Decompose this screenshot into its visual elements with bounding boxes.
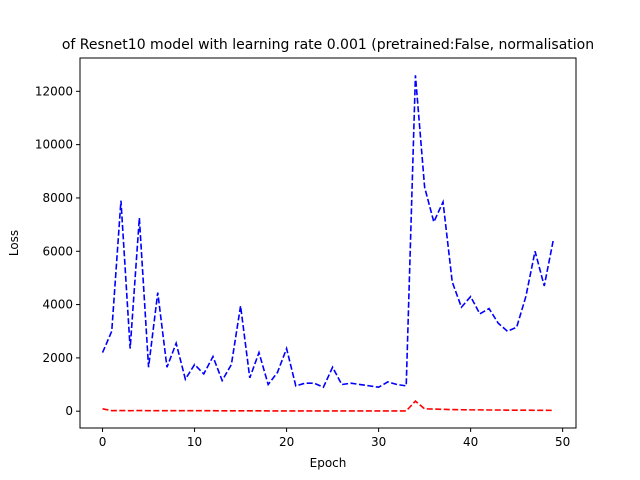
x-tick-label: 20 [279,435,294,449]
x-tick-label: 10 [187,435,202,449]
x-tick-label: 50 [555,435,570,449]
x-axis-label: Epoch [310,456,347,470]
y-axis-ticks: 0 2000 4000 6000 8000 10000 12000 [35,84,80,418]
y-axis-label: Loss [7,230,21,256]
y-tick-label: 2000 [42,351,73,365]
series-line-2 [102,399,554,412]
chart-title: of Resnet10 model with learning rate 0.0… [62,37,594,53]
y-tick-label: 8000 [42,191,73,205]
x-tick-label: 30 [371,435,386,449]
x-axis-ticks: 0 10 20 30 40 50 [99,428,570,449]
x-tick-label: 40 [463,435,478,449]
y-tick-label: 10000 [35,138,73,152]
x-tick-label: 0 [99,435,107,449]
y-tick-label: 6000 [42,244,73,258]
y-tick-label: 4000 [42,298,73,312]
y-tick-label: 12000 [35,84,73,98]
plot-area [80,58,576,428]
series-layer [101,75,555,412]
plot-frame [79,57,577,429]
y-tick-label: 0 [65,404,73,418]
series-line-1 [101,75,555,389]
